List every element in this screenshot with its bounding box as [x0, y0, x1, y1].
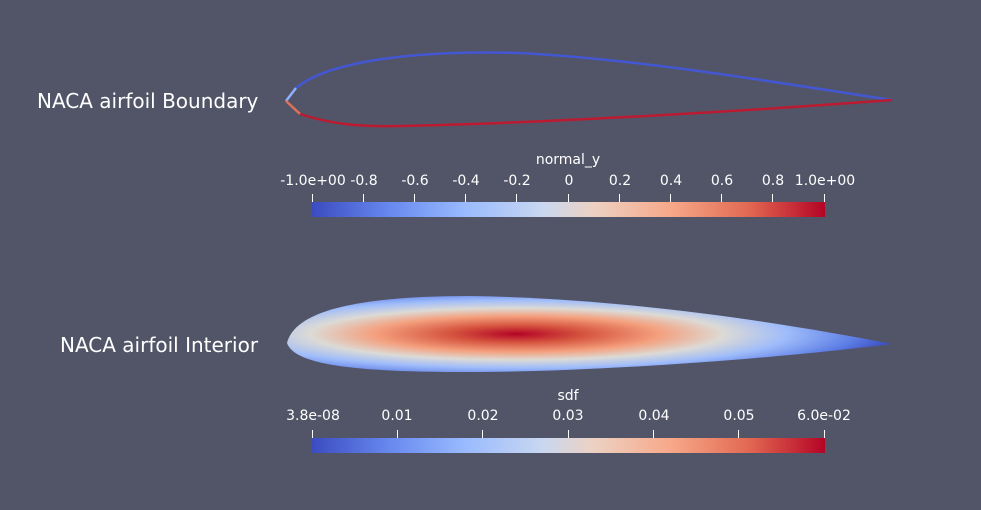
colorbar-tick-label: 0.6 [710, 173, 734, 189]
boundary-view-label: NACA airfoil Boundary [37, 89, 259, 113]
colorbar-tick-mark [619, 194, 620, 202]
colorbar-gradient [312, 202, 825, 217]
colorbar-tick-label: -0.2 [503, 173, 531, 189]
colorbar-tick-mark [568, 430, 569, 438]
colorbar-tick-label: 0.4 [659, 173, 683, 189]
colorbar-tick-mark [721, 194, 722, 202]
airfoil-boundary-leading-edge-lower [285, 100, 301, 115]
colorbar-tick-label: -1.0e+00 [280, 173, 346, 189]
colorbar-tick-mark [465, 194, 466, 202]
colorbar-tick-label: -0.8 [350, 173, 378, 189]
colorbar-tick-mark [738, 430, 739, 438]
colorbar-tick-mark [397, 430, 398, 438]
colorbar-tick-label: 0 [564, 173, 574, 189]
colorbar-tick-label: 6.0e-02 [797, 408, 851, 424]
colorbar-tick-mark [312, 194, 313, 202]
colorbar-tick-label: 3.8e-08 [286, 408, 340, 424]
airfoil-boundary-upper [295, 51, 893, 102]
colorbar-gradient [312, 438, 825, 453]
airfoil-interior-field [287, 296, 892, 372]
colorbar-tick-mark [414, 194, 415, 202]
colorbar-tick-label: 0.8 [761, 173, 785, 189]
colorbar-tick-label: 0.04 [638, 408, 670, 424]
colorbar-tick-label: 0.01 [381, 408, 413, 424]
colorbar-title: sdf [557, 388, 579, 404]
colorbar-tick-label: -0.6 [401, 173, 429, 189]
colorbar-tick-mark [824, 194, 825, 202]
interior-view-label: NACA airfoil Interior [60, 333, 259, 357]
colorbar-tick-mark [363, 194, 364, 202]
colorbar-tick-mark [772, 194, 773, 202]
colorbar-tick-mark [824, 430, 825, 438]
colorbar-tick-mark [516, 194, 517, 202]
colorbar-tick-mark [568, 194, 569, 202]
colorbar-tick-label: 0.05 [723, 408, 755, 424]
colorbar-tick-label: -0.4 [452, 173, 480, 189]
colorbar-tick-label: 0.02 [467, 408, 499, 424]
colorbar-tick-label: 0.2 [608, 173, 632, 189]
colorbar-tick-mark [482, 430, 483, 438]
colorbar-tick-mark [670, 194, 671, 202]
colorbar-tick-mark [312, 430, 313, 438]
colorbar-title: normal_y [535, 152, 601, 168]
colorbar-tick-label: 0.03 [552, 408, 584, 424]
colorbar-tick-label: 1.0e+00 [794, 173, 856, 189]
airfoil-boundary-lower [299, 98, 893, 128]
colorbar-tick-mark [653, 430, 654, 438]
airfoil-boundary-leading-edge-upper [285, 87, 297, 102]
